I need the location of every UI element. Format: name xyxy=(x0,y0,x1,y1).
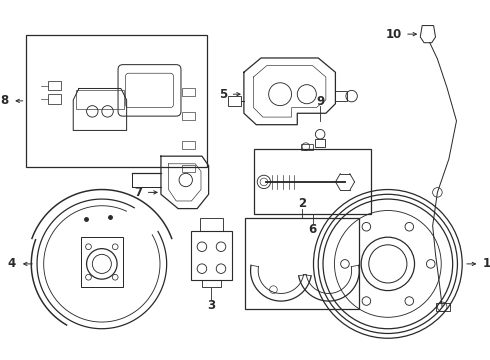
Bar xyxy=(81,237,123,287)
Bar xyxy=(182,141,196,149)
Bar xyxy=(48,94,61,104)
Circle shape xyxy=(112,274,118,280)
Circle shape xyxy=(426,260,435,268)
Bar xyxy=(200,218,223,231)
Bar xyxy=(76,90,124,109)
Text: 2: 2 xyxy=(298,197,306,210)
Circle shape xyxy=(405,222,414,231)
Circle shape xyxy=(86,274,91,280)
Bar xyxy=(336,91,347,101)
Circle shape xyxy=(362,297,370,305)
Bar xyxy=(245,218,359,309)
Bar xyxy=(316,139,325,147)
Text: 6: 6 xyxy=(308,223,317,236)
Bar xyxy=(182,112,196,120)
Text: 7: 7 xyxy=(135,186,143,199)
Circle shape xyxy=(362,222,370,231)
Text: 1: 1 xyxy=(483,257,490,270)
Bar xyxy=(25,35,207,167)
Text: 8: 8 xyxy=(0,94,8,107)
Bar xyxy=(228,96,241,105)
Text: 10: 10 xyxy=(386,28,402,41)
Bar xyxy=(191,230,232,280)
Bar xyxy=(182,165,196,172)
Bar xyxy=(437,303,450,311)
Bar xyxy=(301,144,313,150)
Text: 4: 4 xyxy=(8,257,16,270)
Circle shape xyxy=(86,244,91,249)
Circle shape xyxy=(341,260,349,268)
Bar xyxy=(182,89,196,96)
Circle shape xyxy=(405,297,414,305)
Text: 9: 9 xyxy=(316,95,324,108)
Text: 5: 5 xyxy=(220,88,228,101)
Circle shape xyxy=(112,244,118,249)
Bar xyxy=(254,149,370,214)
Text: 3: 3 xyxy=(207,300,216,312)
Bar xyxy=(48,81,61,90)
